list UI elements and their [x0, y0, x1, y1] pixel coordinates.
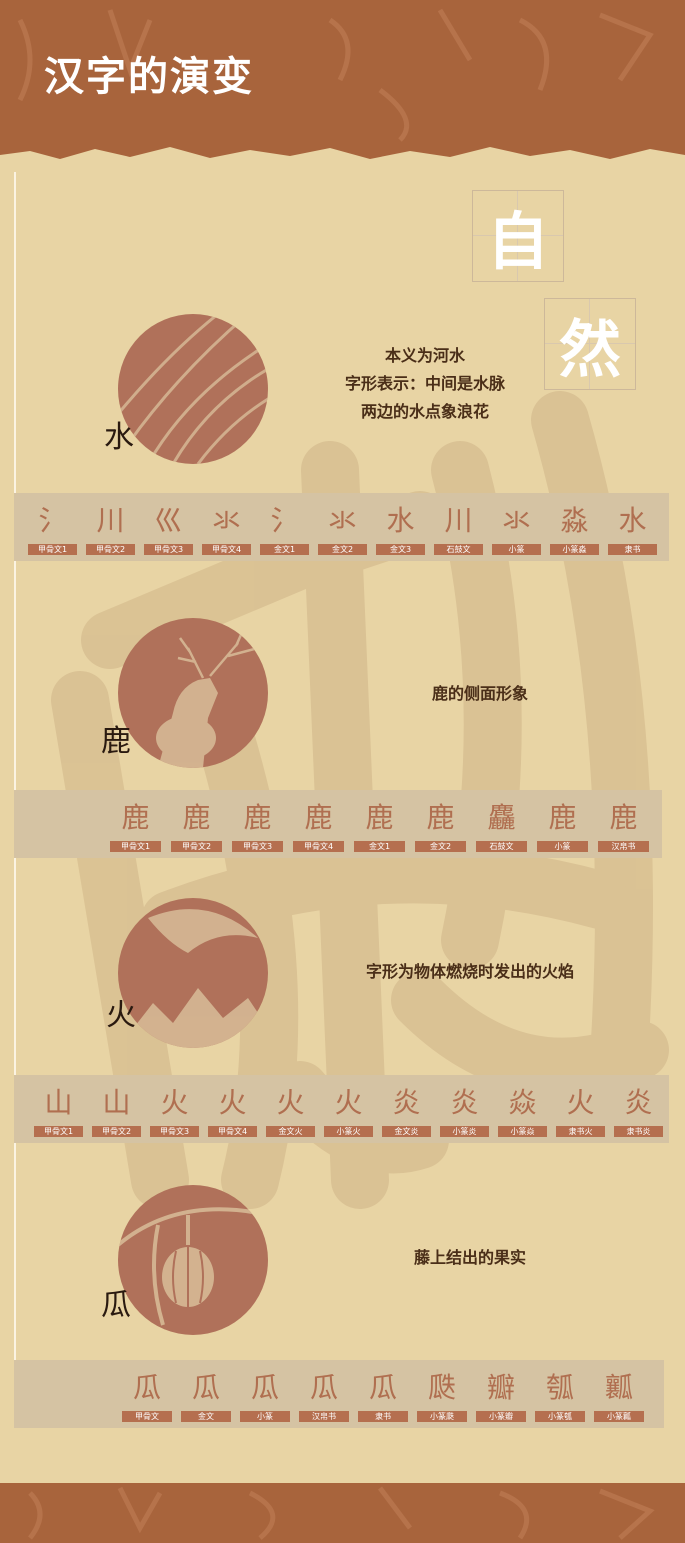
gua-evolution-strip: 瓜甲骨文 瓜金文 瓜小篆 瓜汉帛书 瓜隶书 瓞小篆瓞 瓣小篆瓣 瓠小篆瓠 瓤小篆… — [14, 1360, 664, 1428]
char-lu: 鹿 — [101, 724, 131, 759]
evolution-cell: 瓜甲骨文 — [118, 1364, 176, 1424]
evolution-cell: 鹿甲骨文3 — [228, 794, 287, 854]
fire-flame-icon — [118, 909, 268, 1048]
evolution-cell: 火隶书火 — [552, 1079, 609, 1139]
evolution-cell: 瓞小篆瓞 — [413, 1364, 471, 1424]
evolution-cell: 水隶书 — [604, 497, 661, 557]
evolution-cell: 火小篆火 — [320, 1079, 377, 1139]
evolution-cell: 焱小篆焱 — [494, 1079, 551, 1139]
evolution-cell: 瓜隶书 — [354, 1364, 412, 1424]
theme-char-ran: 然 — [544, 298, 636, 390]
lu-description: 鹿的侧面形象 — [431, 684, 528, 703]
evolution-cell: 鹿金文1 — [350, 794, 409, 854]
evolution-cell: 鹿汉帛书 — [594, 794, 653, 854]
shui-evolution-strip: 氵甲骨文1 川甲骨文2 巛甲骨文3 氺甲骨文4 氵金文1 氺金文2 水金文3 川… — [14, 493, 669, 561]
evolution-cell: 鹿小篆 — [533, 794, 592, 854]
evolution-cell: 瓜金文 — [177, 1364, 235, 1424]
evolution-cell: 淼小篆淼 — [546, 497, 603, 557]
melon-circle-image — [118, 1185, 268, 1335]
evolution-cell: 鹿甲骨文2 — [167, 794, 226, 854]
evolution-cell: 川石鼓文 — [430, 497, 487, 557]
shui-description: 本义为河水 字形表示：中间是水脉 两边的水点象浪花 — [344, 346, 505, 421]
evolution-cell: 鹿甲骨文1 — [106, 794, 165, 854]
page-title: 汉字的演变 — [44, 53, 254, 100]
huo-evolution-strip: 山甲骨文1 山甲骨文2 火甲骨文3 火甲骨文4 火金文火 火小篆火 炎金文炎 炎… — [14, 1075, 669, 1143]
huo-description: 字形为物体燃烧时发出的火焰 — [365, 962, 574, 981]
char-huo: 火 — [106, 998, 136, 1033]
evolution-cell: 火甲骨文4 — [204, 1079, 261, 1139]
evolution-cell: 麤石鼓文 — [472, 794, 531, 854]
header-pattern — [17, 8, 654, 142]
evolution-cell: 巛甲骨文3 — [140, 497, 197, 557]
evolution-cell: 川甲骨文2 — [82, 497, 139, 557]
evolution-cell: 瓠小篆瓠 — [531, 1364, 589, 1424]
melon-vine-icon — [118, 1207, 268, 1326]
deer-circle-image — [118, 618, 268, 768]
evolution-cell: 瓜小篆 — [236, 1364, 294, 1424]
evolution-cell: 瓣小篆瓣 — [472, 1364, 530, 1424]
evolution-cell: 炎小篆炎 — [436, 1079, 493, 1139]
footer-banner — [0, 1483, 685, 1543]
water-waves-icon — [118, 314, 268, 464]
theme-char-zi: 自 — [472, 190, 564, 282]
evolution-cell: 山甲骨文2 — [88, 1079, 145, 1139]
evolution-cell: 水金文3 — [372, 497, 429, 557]
evolution-cell: 瓤小篆瓤 — [590, 1364, 648, 1424]
lu-evolution-strip: 鹿甲骨文1 鹿甲骨文2 鹿甲骨文3 鹿甲骨文4 鹿金文1 鹿金文2 麤石鼓文 鹿… — [14, 790, 662, 858]
evolution-cell: 火金文火 — [262, 1079, 319, 1139]
char-shui: 水 — [104, 420, 134, 455]
evolution-cell: 炎金文炎 — [378, 1079, 435, 1139]
evolution-cell: 瓜汉帛书 — [295, 1364, 353, 1424]
evolution-cell: 氺金文2 — [314, 497, 371, 557]
evolution-cell: 炎隶书炎 — [610, 1079, 667, 1139]
evolution-cell: 鹿甲骨文4 — [289, 794, 348, 854]
evolution-cell: 氵甲骨文1 — [24, 497, 81, 557]
footer-pattern — [27, 1486, 655, 1540]
water-circle-image — [118, 314, 268, 464]
evolution-cell: 山甲骨文1 — [30, 1079, 87, 1139]
gua-description: 藤上结出的果实 — [413, 1248, 526, 1267]
header-banner: 汉字的演变 — [0, 0, 685, 171]
fire-circle-image — [118, 898, 268, 1048]
torn-edge — [0, 147, 685, 171]
evolution-cell: 氵金文1 — [256, 497, 313, 557]
evolution-cell: 氺甲骨文4 — [198, 497, 255, 557]
evolution-cell: 氺小篆 — [488, 497, 545, 557]
deer-icon — [156, 627, 259, 768]
evolution-cell: 火甲骨文3 — [146, 1079, 203, 1139]
evolution-cell: 鹿金文2 — [411, 794, 470, 854]
char-gua: 瓜 — [101, 1288, 131, 1323]
